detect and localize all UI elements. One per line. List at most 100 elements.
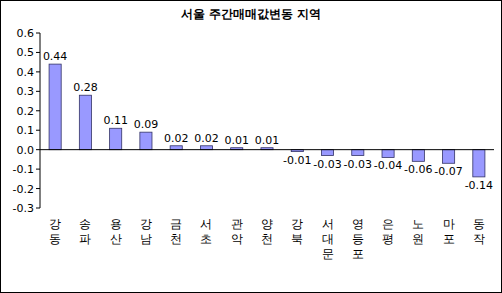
x-tick-label: 금천 <box>170 217 182 246</box>
x-tick-char: 초 <box>200 232 212 246</box>
bar <box>170 146 182 150</box>
y-tick <box>36 71 40 72</box>
x-tick-label: 강북 <box>291 217 303 246</box>
x-tick-char: 대 <box>322 232 334 246</box>
y-axis <box>40 33 41 208</box>
y-tick-label: -0.2 <box>13 183 34 196</box>
x-tick-char: 강 <box>49 217 61 231</box>
data-label: 0.01 <box>255 134 280 147</box>
data-label: 0.44 <box>43 50 68 63</box>
x-tick-char: 파 <box>79 232 91 246</box>
data-label: 0.11 <box>103 114 128 127</box>
y-tick <box>36 110 40 111</box>
x-tick-label: 강남 <box>140 217 152 246</box>
y-tick-label: 0.0 <box>17 144 35 157</box>
data-label: -0.14 <box>465 179 493 192</box>
data-label: -0.03 <box>344 158 372 171</box>
y-tick <box>36 91 40 92</box>
y-tick-label: 0.3 <box>17 85 35 98</box>
x-tick-char: 등 <box>352 232 364 246</box>
y-tick <box>36 52 40 53</box>
title: 서울 주간매매값변동 지역 <box>181 7 321 21</box>
x-tick-label: 송파 <box>79 217 91 246</box>
x-tick-char: 포 <box>352 247 364 261</box>
x-tick-char: 관 <box>231 217 243 231</box>
y-tick <box>36 149 40 150</box>
x-tick-char: 강 <box>140 217 152 231</box>
x-tick-char: 동 <box>473 217 485 231</box>
x-tick-char: 작 <box>473 232 485 246</box>
chart: 서울 주간매매값변동 지역 -0.3 -0.2 -0.1 0.0 0.1 0.2 0.3 0.4… <box>0 0 502 293</box>
x-tick-char: 마 <box>443 217 455 231</box>
bar <box>200 146 212 150</box>
y-tick <box>36 130 40 131</box>
x-axis <box>40 149 494 150</box>
data-label: 0.28 <box>73 81 98 94</box>
x-tick-char: 문 <box>322 247 334 261</box>
x-tick-label: 은평 <box>382 217 394 246</box>
bar <box>321 150 333 156</box>
x-tick-char: 금 <box>170 217 182 231</box>
y-tick <box>36 169 40 170</box>
y-tick-label: 0.4 <box>17 66 35 79</box>
data-label: -0.06 <box>404 163 432 176</box>
bar <box>79 95 91 149</box>
bar <box>140 132 152 150</box>
data-label: -0.01 <box>283 154 311 167</box>
bar <box>382 150 394 158</box>
x-tick-char: 용 <box>110 217 122 231</box>
bar <box>443 150 455 164</box>
x-tick-label: 강동 <box>49 217 61 246</box>
x-tick-char: 남 <box>140 232 152 246</box>
x-tick-char: 노 <box>412 217 424 231</box>
y-tick-label: 0.1 <box>17 124 35 137</box>
y-tick-label: 0.6 <box>17 27 35 40</box>
x-tick-label: 관악 <box>231 217 243 246</box>
data-label: 0.09 <box>134 118 159 131</box>
x-tick-label: 서초 <box>200 217 212 246</box>
bars <box>49 64 485 177</box>
x-tick-label: 서대문 <box>322 217 334 261</box>
x-tick-char: 산 <box>110 232 122 246</box>
data-label: -0.04 <box>374 159 402 172</box>
x-tick-label: 영등포 <box>352 217 364 261</box>
x-tick-char: 원 <box>412 232 424 246</box>
x-tick-label: 노원 <box>412 217 424 246</box>
x-tick-char: 악 <box>231 232 243 246</box>
bar <box>473 150 485 177</box>
data-label: -0.07 <box>434 165 462 178</box>
y-tick <box>36 188 40 189</box>
x-tick-char: 강 <box>291 217 303 231</box>
x-tick-char: 양 <box>261 217 273 231</box>
bar <box>49 64 61 150</box>
bar <box>110 128 122 149</box>
data-label: -0.03 <box>313 158 341 171</box>
y-tick-label: -0.1 <box>13 163 34 176</box>
bar <box>352 150 364 156</box>
x-tick-label: 용산 <box>110 217 122 246</box>
data-label: 0.01 <box>224 134 249 147</box>
x-tick-char: 서 <box>200 217 212 231</box>
y-tick <box>36 33 40 34</box>
x-tick-char: 천 <box>261 232 273 246</box>
x-tick-char: 동 <box>49 232 61 246</box>
x-tick-char: 송 <box>79 217 91 231</box>
x-tick-label: 양천 <box>261 217 273 246</box>
x-tick-char: 영 <box>352 217 364 231</box>
x-tick-char: 포 <box>443 232 455 246</box>
y-tick <box>36 208 40 209</box>
frame <box>1 1 502 293</box>
x-tick-label: 동작 <box>473 217 485 246</box>
y-tick-label: -0.3 <box>13 202 34 215</box>
x-tick-label: 마포 <box>443 217 455 246</box>
x-tick-char: 북 <box>291 232 303 246</box>
data-label: 0.02 <box>194 132 219 145</box>
x-tick-char: 은 <box>382 217 394 231</box>
y-tick-label: 0.2 <box>17 105 35 118</box>
x-tick-char: 천 <box>170 232 182 246</box>
y-tick-label: 0.5 <box>17 46 35 59</box>
x-tick-char: 서 <box>322 217 334 231</box>
bar <box>412 150 424 162</box>
x-tick-char: 평 <box>382 232 394 246</box>
data-label: 0.02 <box>164 132 189 145</box>
